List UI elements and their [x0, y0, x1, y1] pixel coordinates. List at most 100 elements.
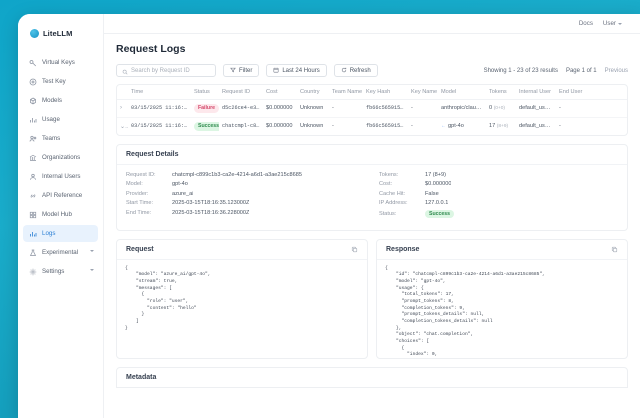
table-col-tokens: Tokens	[486, 85, 516, 100]
chevron-down-icon[interactable]	[90, 250, 94, 252]
table-col-key-name: Key Name	[408, 85, 438, 100]
sidebar-item-label: Models	[42, 97, 62, 104]
user-menu-label: User	[602, 20, 616, 27]
sidebar-item-models[interactable]: Models	[23, 92, 98, 109]
detail-label: Tokens:	[379, 171, 399, 178]
detail-label: Provider:	[126, 190, 149, 197]
page-title: Request Logs	[116, 43, 186, 55]
detail-row-cost: Cost: $0.000000	[379, 181, 618, 187]
sidebar-item-internal-users[interactable]: Internal Users	[23, 168, 98, 185]
sidebar-item-organizations[interactable]: Organizations	[23, 149, 98, 166]
row-time: 03/15/2025 11:16:40 AM	[128, 99, 191, 118]
row-tokens-breakdown: (8+9)	[496, 124, 509, 130]
detail-label: End Time:	[126, 209, 152, 216]
row-status: Failure	[191, 99, 219, 118]
refresh-icon	[341, 67, 347, 75]
detail-value: gpt-4o	[172, 181, 188, 187]
table-row[interactable]: › 03/15/2025 11:16:40 AM Failure d5c26ce…	[117, 99, 627, 118]
detail-row-cache-hit: Cache Hit: False	[379, 191, 618, 197]
response-panel-head: Response	[377, 240, 627, 260]
pagination: Showing 1 - 23 of 23 results Page 1 of 1…	[484, 68, 628, 74]
row-model: ← gpt-4o	[441, 123, 464, 130]
sidebar-item-experimental[interactable]: Experimental	[23, 244, 98, 261]
table-col-end-user: End User	[556, 85, 627, 100]
person-icon	[29, 173, 37, 181]
sidebar-item-api-reference[interactable]: API Reference	[23, 187, 98, 204]
table-row[interactable]: ⌄ 03/15/2025 11:16:35 AM Success chatcmp…	[117, 117, 627, 134]
row-tokens: 0 (0+0)	[486, 99, 516, 118]
request-details-card: Request Details Request ID: chatcmpl-c89…	[116, 143, 628, 231]
detail-label: Cache Hit:	[379, 190, 406, 197]
status-badge: Failure	[194, 104, 219, 113]
row-expand-toggle[interactable]: ›	[117, 99, 128, 118]
row-request-id: d5c26ce4-e343…	[219, 99, 263, 118]
request-panel-head: Request	[117, 240, 367, 260]
row-model: anthropic/claude-…	[438, 99, 486, 118]
sidebar-item-model-hub[interactable]: Model Hub	[23, 206, 98, 223]
metadata-card: Metadata	[116, 366, 628, 388]
request-json: { "model": "azure_ai/gpt-4o", "stream": …	[125, 265, 211, 331]
model-arrow-icon: ←	[441, 123, 446, 130]
sidebar-item-usage[interactable]: Usage	[23, 111, 98, 128]
main-area: Docs User Request Logs Search by Request…	[104, 14, 640, 418]
detail-value: 2025-03-15T18:16:36.228000Z	[172, 209, 250, 216]
time-range-button[interactable]: Last 24 Hours	[266, 64, 327, 77]
previous-page-button[interactable]: Previous	[604, 67, 628, 74]
sidebar-item-test-key[interactable]: Test Key	[23, 73, 98, 90]
row-cost: $0.000000	[266, 123, 293, 130]
row-expand-toggle[interactable]: ⌄	[117, 117, 128, 134]
row-end-user: -	[556, 99, 627, 118]
detail-row-start-time: Start Time: 2025-03-15T18:16:35.123000Z	[126, 200, 365, 206]
response-panel: Response { "id": "chatcmpl-c899c1b3-ca2e…	[376, 238, 628, 359]
chevron-down-icon[interactable]: ⌄	[120, 123, 126, 130]
detail-label: Cost:	[379, 181, 393, 187]
table-col-cost: Cost	[263, 85, 297, 100]
table-col-key-hash: Key Hash	[363, 85, 408, 100]
chevron-down-icon	[618, 22, 622, 25]
detail-label: Start Time:	[126, 200, 154, 206]
gear-icon	[29, 268, 37, 276]
chevron-down-icon[interactable]	[90, 269, 94, 271]
row-internal-user: default_user_id	[519, 123, 556, 130]
refresh-button[interactable]: Refresh	[333, 64, 378, 77]
detail-value: $0.000000	[425, 181, 452, 187]
logs-toolbar: Search by Request ID Filter Last 24 Hour…	[116, 64, 628, 77]
table-col-internal-user: Internal User	[516, 85, 556, 100]
litellm-logo-icon	[30, 28, 39, 38]
flask-icon	[29, 249, 37, 257]
filter-button[interactable]: Filter	[223, 64, 260, 77]
table-col-request-id: Request ID	[219, 85, 263, 100]
detail-value: 2025-03-15T18:16:35.123000Z	[172, 200, 250, 206]
copy-icon[interactable]	[351, 246, 358, 253]
detail-row-ip-address: IP Address: 127.0.0.1	[379, 200, 618, 206]
search-input[interactable]: Search by Request ID	[116, 64, 216, 77]
row-status: Success	[191, 117, 219, 134]
row-key-name: -	[411, 123, 413, 130]
row-tokens-breakdown: (0+0)	[493, 106, 506, 112]
sidebar-item-logs[interactable]: Logs	[23, 225, 98, 242]
sidebar-item-settings[interactable]: Settings	[23, 263, 98, 280]
metadata-title: Metadata	[126, 373, 157, 381]
sidebar-item-label: Internal Users	[42, 173, 81, 180]
sidebar-item-label: Experimental	[42, 249, 79, 256]
brand[interactable]: LiteLLM	[18, 22, 103, 44]
sidebar-item-virtual-keys[interactable]: Virtual Keys	[23, 54, 98, 71]
request-details-grid: Request ID: chatcmpl-c899c1b3-ca2e-4214-…	[117, 165, 627, 230]
copy-icon[interactable]	[611, 246, 618, 253]
docs-link[interactable]: Docs	[578, 20, 593, 27]
sidebar-item-label: Logs	[42, 230, 56, 237]
sidebar-item-teams[interactable]: Teams	[23, 130, 98, 147]
table-col-team-name: Team Name	[329, 85, 363, 100]
chevron-right-icon[interactable]: ›	[120, 105, 122, 112]
search-placeholder: Search by Request ID	[131, 67, 190, 74]
details-right-column: Tokens: 17 (8+9) Cost: $0.000000 Cache H…	[379, 172, 618, 222]
row-request-id: chatcmpl-c899…	[222, 123, 263, 130]
sidebar-item-label: Teams	[42, 135, 61, 142]
detail-value: azure_ai	[172, 190, 194, 197]
detail-label: Request ID:	[126, 171, 156, 178]
detail-row-tokens: Tokens: 17 (8+9)	[379, 172, 618, 178]
detail-label: Status:	[379, 210, 397, 217]
bar-chart-icon	[29, 116, 37, 124]
user-menu[interactable]: User	[603, 20, 622, 27]
sidebar-item-label: Virtual Keys	[42, 59, 75, 66]
